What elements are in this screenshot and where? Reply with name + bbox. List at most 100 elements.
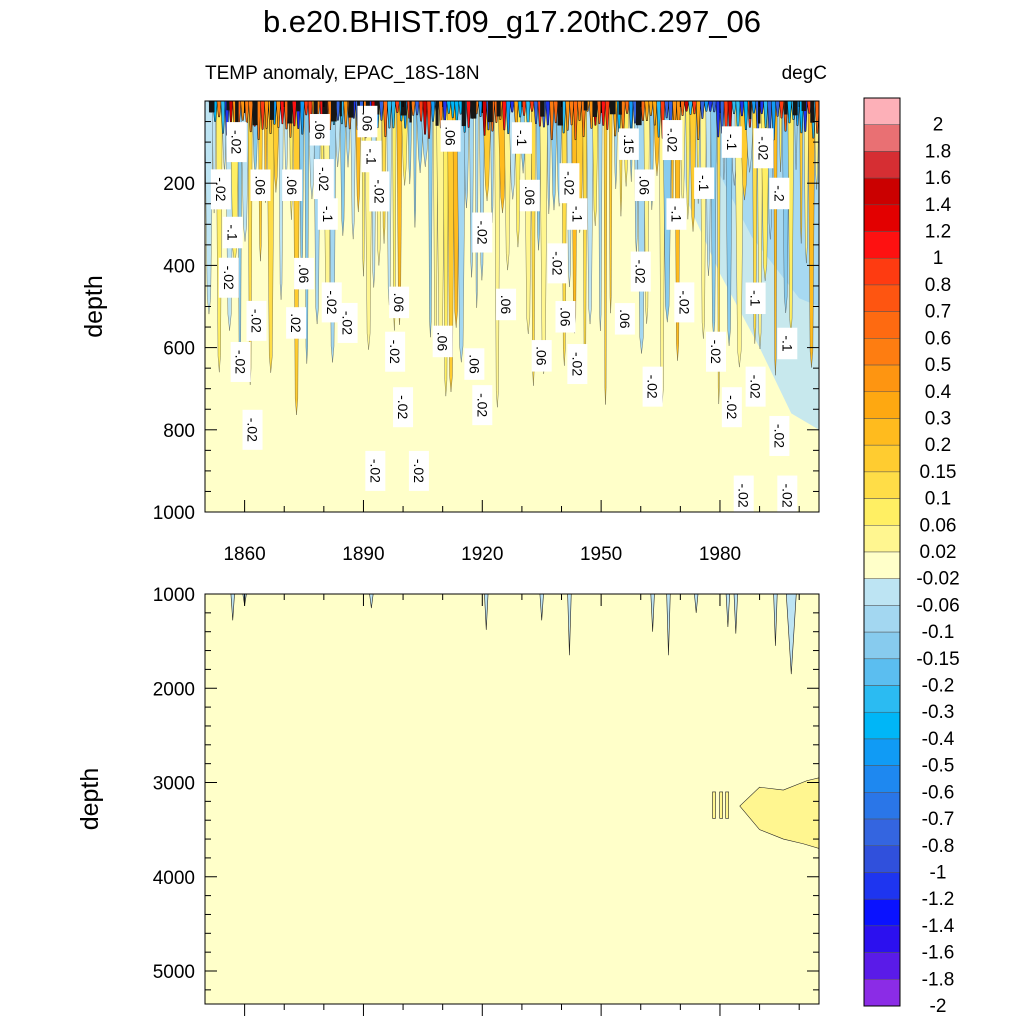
colorbar-swatch xyxy=(863,792,901,820)
contour-label: -.02 xyxy=(472,212,493,253)
contour-label: .06 xyxy=(464,348,485,380)
contour-label: -.02 xyxy=(745,366,766,407)
colorbar-swatch xyxy=(863,845,901,873)
anomaly-streak xyxy=(535,101,542,251)
y-tick-label: 600 xyxy=(163,339,195,360)
contour-label-box xyxy=(531,340,552,372)
surface-contour-cluster xyxy=(557,101,563,126)
surface-anomaly xyxy=(648,101,654,116)
contour-label-box xyxy=(642,366,663,407)
warm-deep-sliver xyxy=(725,791,729,819)
contour-label-box xyxy=(694,167,715,199)
contour-label-box xyxy=(666,198,687,230)
contour-label-box xyxy=(385,331,406,372)
surface-anomaly xyxy=(664,101,670,119)
surface-contour-cluster xyxy=(792,101,798,116)
contour-label: -.1 xyxy=(511,122,532,154)
surface-contour-cluster xyxy=(470,101,477,119)
anomaly-streak xyxy=(503,101,512,271)
contour-label-box xyxy=(440,120,461,152)
contour-label: -.02 xyxy=(226,122,247,163)
contour-label: .06 xyxy=(389,286,410,319)
figure-title: b.e20.BHIST.f09_g17.20thC.297_06 xyxy=(262,4,762,39)
contour-label-text: -.02 xyxy=(645,375,661,399)
contour-label-box xyxy=(769,415,790,456)
contour-label-box xyxy=(555,301,576,333)
surface-contour-cluster xyxy=(635,101,642,126)
surface-anomaly xyxy=(386,101,392,129)
colorbar-label: -1 xyxy=(930,862,947,883)
contour-label-text: -.02 xyxy=(708,340,724,364)
contour-label-text: .06 xyxy=(522,186,538,206)
cool-intrusion xyxy=(567,594,572,656)
anomaly-streak xyxy=(413,101,417,228)
surface-contour-cluster xyxy=(583,101,588,111)
colorbar-label: -0.6 xyxy=(922,782,955,803)
y-tick-label: 2000 xyxy=(153,679,195,700)
surface-anomaly xyxy=(505,101,511,135)
colorbar-swatch xyxy=(863,151,901,179)
contour-label: -.02 xyxy=(662,120,683,161)
cool-intrusion xyxy=(484,594,489,630)
surface-anomaly xyxy=(624,101,630,114)
contour-label-text: -.02 xyxy=(248,309,264,333)
contour-label: .06 xyxy=(294,257,315,290)
colorbar-swatch xyxy=(863,765,901,793)
surface-anomaly xyxy=(731,101,737,115)
surface-contour-cluster xyxy=(252,101,258,126)
contour-label-box xyxy=(357,105,378,138)
contour-label-box xyxy=(230,341,251,382)
colorbar-label: -2 xyxy=(930,996,947,1017)
surface-contour-cluster xyxy=(592,101,598,117)
surface-contour-cluster xyxy=(496,101,501,117)
surface-contour-cluster xyxy=(618,101,622,115)
contour-label-box xyxy=(618,128,639,160)
anomaly-streak xyxy=(215,101,223,373)
contour-label-text: -.02 xyxy=(229,130,245,154)
contour-label: -.02 xyxy=(753,128,774,169)
surface-anomaly xyxy=(569,101,575,126)
contour-label: .15 xyxy=(618,128,639,160)
cool-intrusion xyxy=(694,594,699,613)
y-tick-label: 1000 xyxy=(153,503,195,524)
surface-anomaly xyxy=(379,101,384,121)
contour-label-box xyxy=(294,257,315,290)
colorbar-label: -0.2 xyxy=(922,676,955,697)
contour-label-box xyxy=(472,212,493,253)
contour-label-text: .02 xyxy=(288,313,304,333)
contour-label: -.1 xyxy=(777,327,798,360)
anomaly-streak xyxy=(278,101,284,300)
contour-label-text: -.1 xyxy=(696,175,712,192)
anomaly-streak xyxy=(456,101,466,363)
warm-deep-patch xyxy=(739,777,819,849)
contour-label-box xyxy=(674,282,695,323)
surface-anomaly xyxy=(478,101,483,117)
colorbar-swatch xyxy=(863,658,901,686)
anomaly-streak xyxy=(339,101,346,236)
colorbar-label: 0.8 xyxy=(925,275,951,296)
anomaly-streak xyxy=(586,101,594,325)
y-tick-label: 1000 xyxy=(153,585,195,606)
x-tick-label: 1920 xyxy=(461,544,503,565)
anomaly-streak xyxy=(266,101,275,373)
colorbar-label: -0.3 xyxy=(922,702,955,723)
contour-label-box xyxy=(745,282,766,315)
contour-label-text: .06 xyxy=(443,126,459,146)
contour-label-box xyxy=(361,140,382,173)
colorbar-label: 0.06 xyxy=(920,515,957,536)
surface-contour-cluster xyxy=(801,101,807,112)
anomaly-streak xyxy=(304,101,310,364)
contour-label-text: .15 xyxy=(621,134,637,154)
colorbar-label: 0.1 xyxy=(925,489,951,510)
contour-label-text: -.02 xyxy=(569,352,585,376)
colorbar-label: 0.2 xyxy=(925,435,951,456)
surface-contour-cluster xyxy=(287,101,293,124)
upper-depth-panel: -.02 .06 .06 .06 -.1 .15 -.02 -.1 -.02 -.1 -.02 .06… xyxy=(80,100,820,565)
surface-anomaly xyxy=(303,101,309,116)
contour-label-text: -.02 xyxy=(221,266,237,290)
surface-anomaly xyxy=(450,101,456,119)
colorbar-swatch xyxy=(863,364,901,393)
surface-anomaly xyxy=(248,101,254,133)
surface-anomaly xyxy=(501,101,507,131)
surface-anomaly xyxy=(814,101,819,134)
